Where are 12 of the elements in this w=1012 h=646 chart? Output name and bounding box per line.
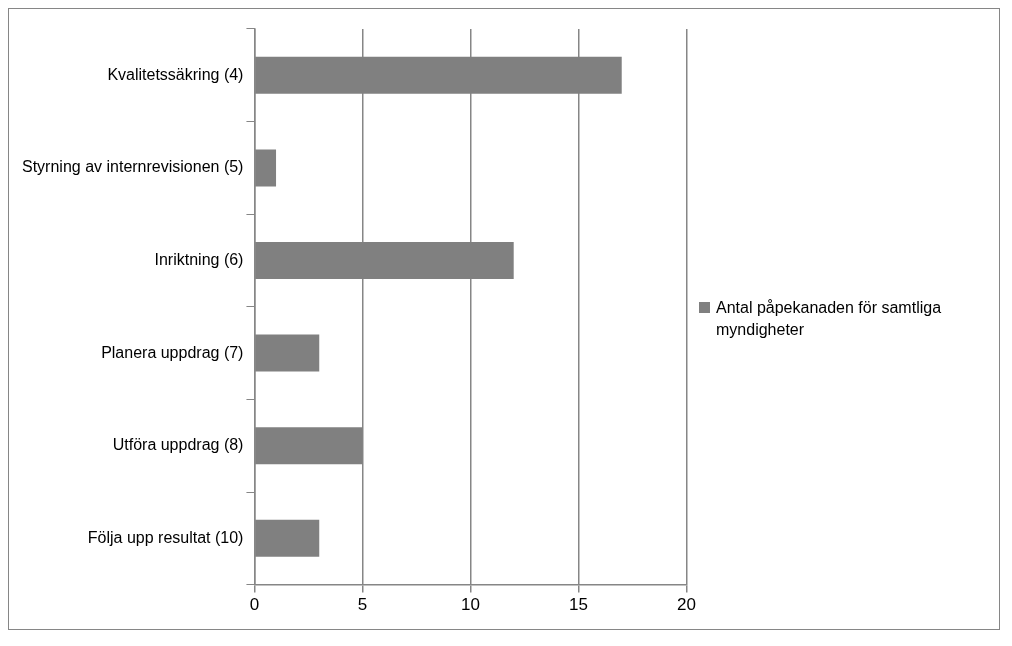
y-tick-label: Kvalitetssäkring (4) bbox=[107, 65, 244, 83]
y-tick-label: Följa upp resultat (10) bbox=[87, 528, 244, 546]
legend-label: Antal påpekanaden för samtliga myndigheter bbox=[716, 298, 943, 340]
y-tick-label: Styrning av internrevisionen (5) bbox=[22, 158, 244, 176]
x-tick-label: 5 bbox=[357, 595, 368, 615]
y-tick-label: Inriktning (6) bbox=[154, 250, 244, 268]
x-tick-label: 10 bbox=[461, 595, 480, 615]
x-tick-label: 20 bbox=[677, 595, 697, 615]
x-tick-label: 0 bbox=[249, 595, 260, 615]
x-tick-label: 15 bbox=[569, 595, 588, 615]
y-tick-label: Utföra uppdrag (8) bbox=[112, 436, 244, 454]
y-tick-label: Planera uppdrag (7) bbox=[101, 343, 244, 361]
